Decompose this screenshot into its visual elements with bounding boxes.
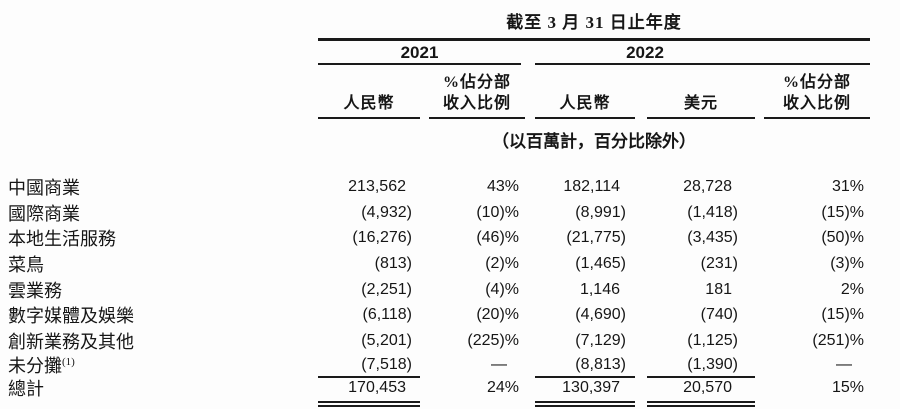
row-label: 國際商業 (8, 203, 80, 224)
cell-rmb-2022: 182,114 (563, 177, 620, 195)
table-row-innovation: 創新業務及其他 (5,201) (225)% (7,129) (1,125) (… (0, 328, 870, 354)
cell-rmb-2022: 130,397 (562, 379, 620, 397)
pre-total-rule (647, 375, 755, 378)
column-header-rmb-2021: 人民幣 (318, 70, 420, 114)
cell-usd-2022: (3,435) (687, 229, 738, 247)
column-header-pct-2022: %佔分部 收入比例 (764, 70, 870, 114)
table-row-total: 總計 170,453 24% 130,397 20,570 15% (0, 376, 870, 401)
cell-rmb-2022: (8,813) (575, 355, 626, 373)
table-body: 中國商業 213,562 43% 182,114 28,728 31% 國際商業… (0, 174, 870, 401)
cell-pct-2022: (50)% (821, 229, 864, 247)
row-label: 總計 (8, 379, 44, 400)
column-header-line1: %佔分部 (442, 74, 511, 91)
table-row-international-commerce: 國際商業 (4,932) (10)% (8,991) (1,418) (15)% (0, 200, 870, 226)
year-group-2022: 2022 (626, 43, 664, 62)
column-underline (764, 117, 870, 119)
cell-rmb-2022: (21,775) (566, 229, 626, 247)
cell-pct-2021: (225)% (467, 331, 519, 349)
row-label-text: 未分攤 (8, 355, 62, 376)
cell-rmb-2021: (2,251) (361, 280, 412, 298)
cell-usd-2022: (1,125) (687, 331, 738, 349)
year-2021-underline (318, 63, 521, 65)
cell-pct-2022: (15)% (821, 203, 864, 221)
row-label: 本地生活服務 (8, 229, 116, 250)
cell-pct-2022: 31% (831, 177, 864, 195)
cell-rmb-2022: (4,690) (575, 306, 626, 324)
cell-pct-2021: (10)% (476, 203, 519, 221)
column-header-line2: 收入比例 (782, 95, 851, 112)
cell-pct-2022: — (836, 355, 852, 373)
cell-usd-2022: 28,728 (683, 177, 732, 195)
table-period-title: 截至 3 月 31 日止年度 (506, 13, 682, 32)
year-2022-underline (535, 63, 870, 65)
column-header-label: 美元 (683, 95, 718, 112)
column-header-label: 人民幣 (559, 95, 611, 112)
cell-rmb-2021: (813) (374, 254, 412, 272)
cell-pct-2022: (3)% (830, 254, 864, 272)
row-label: 數字媒體及娛樂 (8, 306, 134, 327)
cell-rmb-2021: (16,276) (352, 229, 412, 247)
cell-pct-2022: (251)% (812, 331, 864, 349)
column-header-line2: 收入比例 (442, 95, 511, 112)
table-row-cainiao: 菜鳥 (813) (2)% (1,465) (231) (3)% (0, 251, 870, 277)
column-header-rmb-2022: 人民幣 (535, 70, 635, 114)
pre-total-rule (318, 375, 420, 378)
table-row-unallocated: 未分攤(1) (7,518) — (8,813) (1,390) — (0, 354, 870, 376)
pre-total-rule (535, 375, 635, 378)
column-underline (318, 117, 420, 119)
cell-pct-2021: 24% (486, 379, 519, 397)
column-header-label: 人民幣 (343, 95, 395, 112)
table-row-local-services: 本地生活服務 (16,276) (46)% (21,775) (3,435) (… (0, 225, 870, 251)
table-row-digital-media: 數字媒體及娛樂 (6,118) (20)% (4,690) (740) (15)… (0, 302, 870, 328)
cell-usd-2022: 181 (705, 280, 732, 298)
row-label: 中國商業 (8, 177, 80, 198)
cell-pct-2021: (4)% (485, 280, 519, 298)
cell-usd-2022: (1,390) (687, 355, 738, 373)
cell-usd-2022: 20,570 (683, 379, 732, 397)
column-header-line1: %佔分部 (782, 74, 851, 91)
cell-pct-2021: (2)% (485, 254, 519, 272)
header-top-rule (318, 38, 870, 41)
row-label: 雲業務 (8, 280, 62, 301)
row-label: 創新業務及其他 (8, 331, 134, 352)
row-label: 菜鳥 (8, 254, 44, 275)
column-underline (429, 117, 525, 119)
cell-usd-2022: (231) (700, 254, 738, 272)
column-underline (647, 117, 755, 119)
row-label: 未分攤(1) (0, 352, 310, 378)
total-double-rule (535, 400, 635, 407)
cell-rmb-2021: 170,453 (348, 379, 406, 397)
cell-rmb-2021: (7,518) (361, 355, 412, 373)
cell-rmb-2022: (8,991) (575, 203, 626, 221)
cell-rmb-2022: 1,146 (579, 280, 620, 298)
cell-pct-2021: (20)% (476, 306, 519, 324)
unit-note: （以百萬計，百分比除外） (492, 132, 696, 151)
cell-pct-2022: (15)% (821, 306, 864, 324)
column-underline (535, 117, 635, 119)
cell-rmb-2021: 213,562 (348, 177, 406, 195)
total-double-rule (318, 400, 420, 407)
cell-pct-2022: 15% (831, 379, 864, 397)
cell-pct-2022: 2% (840, 280, 864, 298)
cell-rmb-2022: (1,465) (575, 254, 626, 272)
cell-pct-2021: — (491, 355, 507, 373)
cell-pct-2021: (46)% (476, 229, 519, 247)
year-group-2021: 2021 (400, 43, 439, 62)
footnote-marker: (1) (62, 355, 75, 368)
cell-pct-2021: 43% (486, 177, 519, 195)
column-header-pct-2021: %佔分部 收入比例 (429, 70, 525, 114)
table-row-china-commerce: 中國商業 213,562 43% 182,114 28,728 31% (0, 174, 870, 200)
cell-rmb-2021: (5,201) (361, 331, 412, 349)
table-row-cloud: 雲業務 (2,251) (4)% 1,146 181 2% (0, 277, 870, 303)
cell-rmb-2022: (7,129) (575, 331, 626, 349)
total-double-rule (647, 400, 755, 407)
cell-rmb-2021: (4,932) (361, 203, 412, 221)
cell-usd-2022: (1,418) (687, 203, 738, 221)
column-header-usd-2022: 美元 (647, 70, 755, 114)
cell-rmb-2021: (6,118) (362, 306, 412, 324)
cell-usd-2022: (740) (700, 306, 738, 324)
